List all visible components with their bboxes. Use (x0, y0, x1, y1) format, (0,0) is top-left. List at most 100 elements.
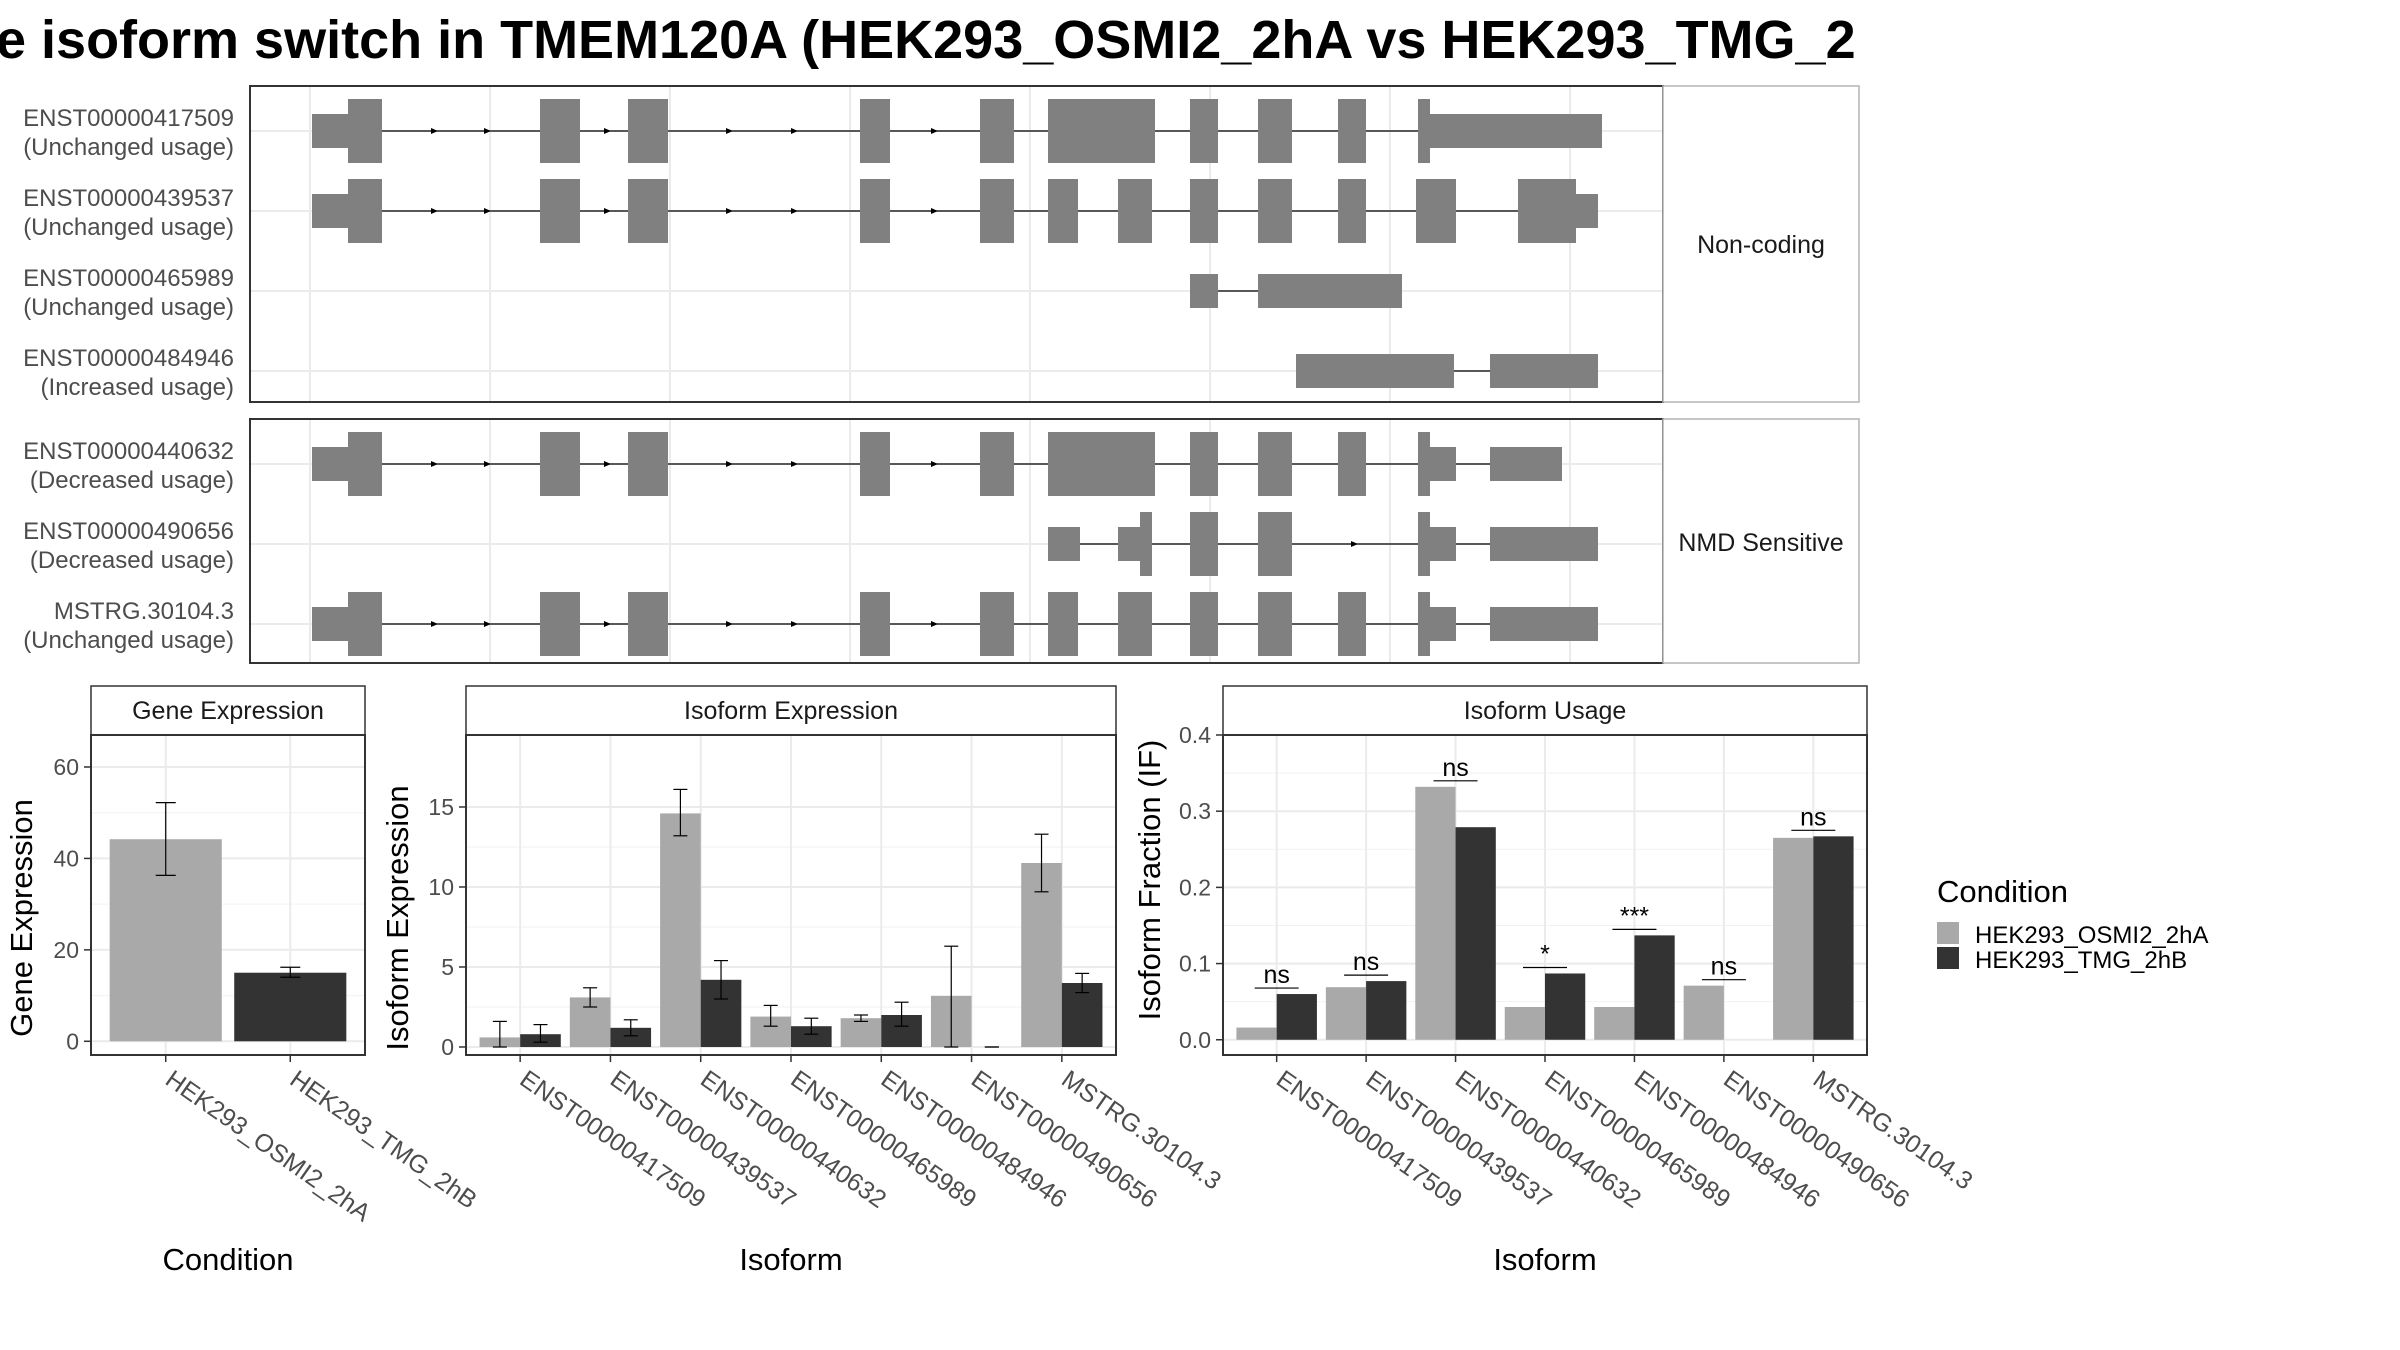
bar (1276, 994, 1317, 1040)
row-label-id: ENST00000417509 (23, 105, 234, 132)
exon-block (348, 592, 382, 656)
row-label-id: MSTRG.30104.3 (54, 598, 234, 625)
strand-arrow (604, 128, 611, 134)
row-label-usage: (Unchanged usage) (23, 627, 234, 654)
y-tick-label: 0.1 (1179, 951, 1211, 977)
exon-block (1048, 592, 1078, 656)
bar (1813, 836, 1854, 1040)
strip-isoform-expression: Isoform Expression (465, 685, 1117, 736)
strand-arrow (484, 128, 491, 134)
strip-nmd-box (1662, 418, 1860, 664)
row-label-usage: (Decreased usage) (30, 467, 234, 494)
significance-label: *** (1620, 902, 1649, 930)
strand-arrow (726, 128, 733, 134)
strand-arrow (726, 208, 733, 214)
strand-arrow (484, 461, 491, 467)
y-tick-label: 0.2 (1179, 874, 1211, 900)
bar-charts: 0204060HEK293_OSMI2_2hAHEK293_TMG_2hB051… (53, 722, 1977, 1228)
exon-block (348, 179, 382, 243)
bar (1545, 973, 1586, 1040)
exon-block (312, 447, 348, 481)
exon-block (1048, 432, 1155, 496)
exon-block (1258, 512, 1292, 576)
exon-block (628, 432, 668, 496)
bar (610, 1027, 652, 1047)
exon-block (1518, 179, 1576, 243)
row-label-usage: (Unchanged usage) (23, 214, 234, 241)
bar (1236, 1027, 1277, 1040)
strip-noncoding-box (1662, 85, 1860, 403)
structure-panels: Non-coding NMD Sensitive ENST00000417509… (23, 85, 1860, 664)
exon-block (628, 592, 668, 656)
exon-block (348, 432, 382, 496)
exon-block (1296, 354, 1454, 388)
exon-block (1338, 179, 1366, 243)
exon-block (1190, 592, 1218, 656)
bar (840, 1018, 882, 1047)
bar (1021, 863, 1062, 1047)
exon-block (1190, 99, 1218, 163)
exon-block (860, 99, 890, 163)
strand-arrow (931, 208, 938, 214)
exon-block (980, 592, 1014, 656)
exon-block (1190, 274, 1218, 308)
row-label-usage: (Decreased usage) (30, 547, 234, 574)
strip-box (1222, 685, 1868, 736)
isoform-usage-y-title: Isoform Fraction (IF) (1132, 740, 1167, 1021)
y-tick-label: 0.4 (1179, 722, 1211, 748)
significance-label: ns (1442, 754, 1468, 782)
exon-block (1258, 592, 1292, 656)
exon-block (1048, 179, 1078, 243)
exon-block (1490, 447, 1562, 481)
x-tick-label: HEK293_OSMI2_2hA (160, 1065, 376, 1228)
significance-label: ns (1353, 948, 1379, 976)
bar (1415, 786, 1456, 1040)
exon-block (312, 114, 348, 148)
exon-block (540, 99, 580, 163)
exon-block (1338, 592, 1366, 656)
exon-block (312, 194, 348, 228)
exon-block (860, 592, 890, 656)
exon-block (1048, 99, 1155, 163)
exon-block (1140, 512, 1152, 576)
transcript-structures (312, 99, 1602, 656)
legend-label-cond2: HEK293_TMG_2hB (1975, 947, 2187, 974)
strand-arrow (431, 461, 438, 467)
isoform-expression-y-title: Isoform Expression (380, 785, 415, 1050)
y-tick-label: 5 (441, 954, 454, 980)
exon-block (860, 432, 890, 496)
exon-block (1418, 432, 1430, 496)
exon-block (628, 179, 668, 243)
bar (1594, 1007, 1635, 1040)
strip-box (465, 685, 1117, 736)
figure-title: e isoform switch in TMEM120A (HEK293_OSM… (0, 10, 1856, 70)
strand-arrow (484, 208, 491, 214)
exon-block (1118, 179, 1152, 243)
y-tick-label: 0.3 (1179, 798, 1211, 824)
bar (1773, 837, 1814, 1040)
legend: Condition HEK293_OSMI2_2hA HEK293_TMG_2h… (1937, 874, 2208, 974)
y-tick-label: 0.0 (1179, 1027, 1211, 1053)
isoform-row-labels: ENST00000417509 (Unchanged usage) ENST00… (23, 105, 234, 654)
row-label-id: ENST00000484946 (23, 345, 234, 372)
bar (1366, 981, 1407, 1040)
strand-arrow (726, 621, 733, 627)
bar (1683, 985, 1724, 1040)
strand-arrow (1351, 541, 1358, 547)
exon-block (1118, 592, 1152, 656)
strand-arrow (604, 621, 611, 627)
exon-block (1190, 179, 1218, 243)
y-tick-label: 20 (53, 937, 79, 963)
legend-title: Condition (1937, 874, 2068, 909)
strand-arrow (726, 461, 733, 467)
legend-swatch-cond2 (1937, 947, 1959, 969)
bar (1061, 983, 1103, 1047)
strip-isoform-usage: Isoform Usage (1222, 685, 1868, 736)
exon-block (980, 432, 1014, 496)
bar (234, 972, 347, 1042)
exon-block (1490, 354, 1598, 388)
exon-block (628, 99, 668, 163)
exon-block (980, 99, 1014, 163)
